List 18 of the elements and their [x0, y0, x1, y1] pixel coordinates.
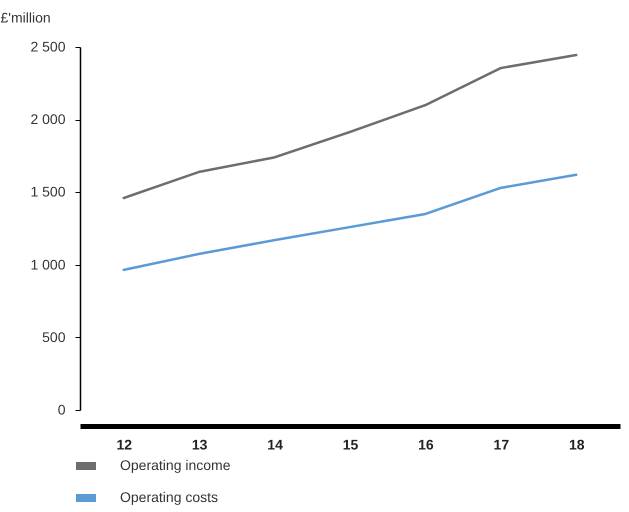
x-tick-label: 17: [494, 436, 510, 452]
x-tick-label: 15: [342, 436, 358, 452]
x-tick-label: 18: [568, 436, 585, 452]
line-series: [122, 174, 578, 272]
y-tick-label: 0: [58, 402, 66, 418]
y-tick-label: 2 000: [30, 111, 66, 128]
legend-label: Operating costs: [120, 489, 218, 505]
x-tick-label: 16: [418, 436, 434, 452]
y-tick-label: 1 000: [30, 256, 66, 272]
x-tick-label: 14: [267, 436, 284, 452]
x-tick-label: 12: [116, 436, 132, 452]
line-series: [122, 54, 578, 200]
legend-label: Operating income: [120, 457, 231, 473]
y-tick-label: 1 500: [30, 184, 66, 200]
x-tick-label: 13: [192, 436, 208, 452]
y-tick-label: 2 500: [30, 38, 66, 54]
y-tick-label: 500: [42, 328, 66, 345]
y-axis-title: £'million: [0, 10, 51, 26]
